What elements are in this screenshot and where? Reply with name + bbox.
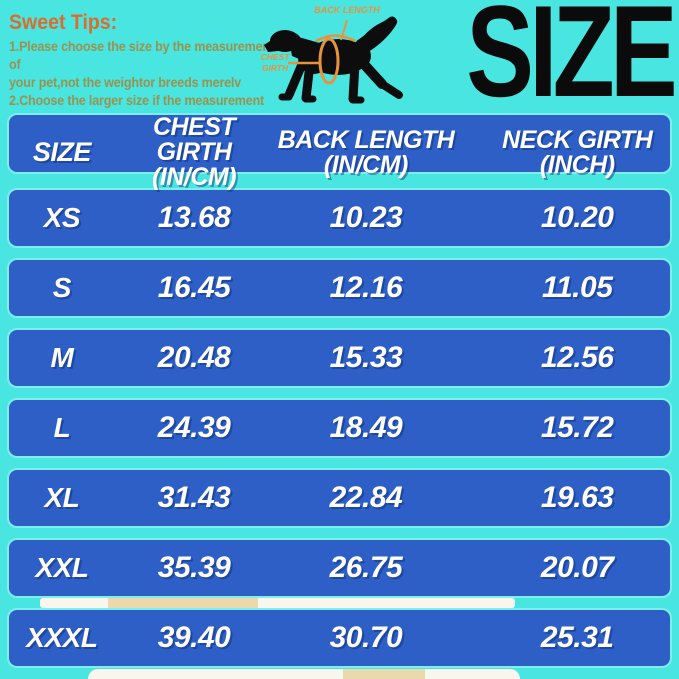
value-cell: 22.84	[329, 481, 403, 514]
value-cell: 30.70	[329, 621, 403, 654]
background-photo-strip	[40, 598, 515, 608]
value-cell: 10.20	[540, 201, 614, 234]
table-row-xxl: XXL 35.39 26.75 20.07	[7, 538, 672, 598]
value-cell: 19.63	[540, 481, 614, 514]
background-photo-strip	[88, 669, 520, 679]
column-header-neck-girth: NECK GIRTH (INCH)	[502, 125, 653, 179]
size-cell: XXL	[35, 552, 89, 583]
value-cell: 20.48	[157, 341, 231, 374]
value-cell: 12.16	[329, 271, 403, 304]
value-cell: 13.68	[157, 201, 231, 234]
table-row-s: S 16.45 12.16 11.05	[7, 258, 672, 318]
size-table: SIZE CHEST GIRTH (IN/CM) BACK LENGTH (IN…	[7, 113, 672, 678]
value-cell: 35.39	[157, 551, 231, 584]
background-photo-detail	[343, 669, 425, 679]
table-row-xs: XS 13.68 10.23 10.20	[7, 188, 672, 248]
column-header-size: SIZE	[32, 137, 92, 167]
value-cell: 12.56	[540, 341, 614, 374]
back-length-label: BACK LENGTH	[314, 5, 380, 15]
value-cell: 15.33	[329, 341, 403, 374]
size-cell: XS	[43, 202, 81, 233]
measurement-lines	[288, 19, 356, 85]
table-row-l: L 24.39 18.49 15.72	[7, 398, 672, 458]
chest-girth-label-line2: GIRTH	[262, 63, 289, 73]
size-cell: S	[52, 272, 72, 303]
column-header-chest-girth: CHEST GIRTH (IN/CM)	[152, 113, 237, 191]
value-cell: 24.39	[157, 411, 231, 444]
background-photo-detail	[108, 598, 258, 608]
table-header-row: SIZE CHEST GIRTH (IN/CM) BACK LENGTH (IN…	[7, 113, 672, 190]
value-cell: 39.40	[157, 621, 231, 654]
page-title: SIZE	[466, 0, 677, 124]
tips-title: Sweet Tips:	[9, 11, 118, 34]
value-cell: 16.45	[157, 271, 231, 304]
value-cell: 10.23	[329, 201, 403, 234]
value-cell: 15.72	[540, 411, 614, 444]
value-cell: 20.07	[540, 551, 614, 584]
dog-legs	[278, 16, 403, 104]
value-cell: 25.31	[540, 621, 614, 654]
value-cell: 11.05	[542, 271, 613, 304]
size-cell: XL	[44, 482, 80, 513]
tips-line-2: your pet,not the weightor breeds merelv	[9, 75, 242, 90]
size-cell: XXXL	[26, 622, 98, 653]
tips-line-1: 1.Please choose the size by the measurem…	[9, 39, 274, 72]
value-cell: 26.75	[329, 551, 403, 584]
column-header-back-length: BACK LENGTH (IN/CM)	[277, 125, 455, 179]
size-cell: M	[50, 342, 74, 373]
table-row-xxxl: XXXL 39.40 30.70 25.31	[7, 608, 672, 668]
chest-girth-label-line1: CHEST	[261, 52, 291, 62]
value-cell: 31.43	[157, 481, 231, 514]
value-cell: 18.49	[329, 411, 403, 444]
table-row-m: M 20.48 15.33 12.56	[7, 328, 672, 388]
table-row-xl: XL 31.43 22.84 19.63	[7, 468, 672, 528]
dog-measurement-diagram: BACK LENGTH CHEST GIRTH	[261, 5, 403, 104]
size-cell: L	[53, 412, 71, 443]
